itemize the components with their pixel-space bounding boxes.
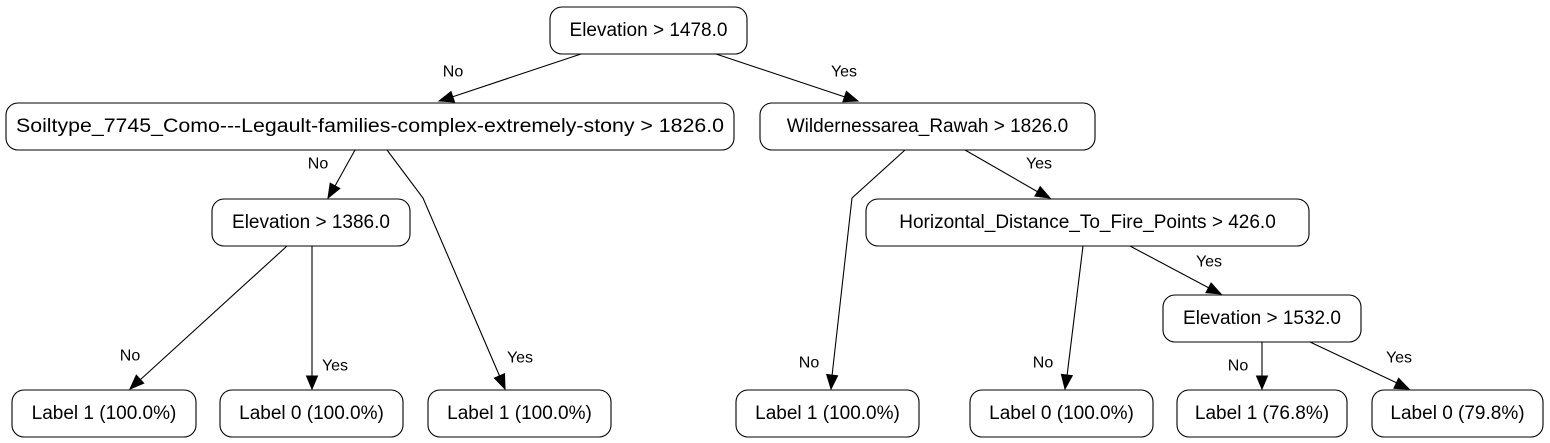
node-box (427, 389, 612, 438)
leaf-node: Label 1 (100.0%) (11, 389, 197, 438)
arrow-head (129, 374, 145, 390)
node-label: Label 1 (100.0%) (447, 403, 592, 424)
arrow-head (1060, 373, 1074, 391)
node-label: Label 0 (79.8%) (1390, 403, 1524, 424)
edge-label-soiltype-no: No (308, 156, 329, 173)
node-soiltype: Soiltype_7745_Como---Legault-families-co… (5, 102, 735, 151)
node-wilderness: Wildernessarea_Rawah > 1826.0 (759, 102, 1096, 151)
arrow-head (493, 373, 506, 391)
node-label: Label 1 (100.0%) (32, 403, 177, 424)
node-box (865, 198, 1310, 247)
node-label: Label 1 (76.8%) (1195, 403, 1329, 424)
node-label: Wildernessarea_Rawah > 1826.0 (787, 116, 1068, 137)
edge-label-elevation-1532-yes: Yes (1386, 350, 1412, 367)
arrow-head (305, 375, 319, 391)
tree-edges (129, 53, 1411, 391)
node-box (211, 198, 411, 247)
arrow-head (1034, 185, 1052, 199)
edge-labels: No Yes No Yes Yes No Yes Yes Yes No No N… (120, 64, 1412, 375)
node-elevation-1386: Elevation > 1386.0 (211, 198, 411, 247)
node-box (759, 102, 1096, 151)
leaf-node: Label 1 (100.0%) (427, 389, 612, 438)
arrow-head (1393, 377, 1411, 390)
edge-label-root-yes: Yes (831, 64, 857, 81)
arrow-head (826, 373, 839, 391)
node-label: Label 0 (100.0%) (239, 403, 384, 424)
leaf-node: Label 0 (100.0%) (219, 389, 404, 438)
edge-label-elevation-1532-no: No (1228, 358, 1249, 375)
node-label: Label 0 (100.0%) (989, 403, 1134, 424)
leaf-node: Label 1 (76.8%) (1176, 389, 1348, 438)
edge-soiltype-to-elevation-1386 (334, 149, 356, 187)
tree-nodes: Elevation > 1478.0 Soiltype_7745_Como---… (5, 6, 1544, 438)
edge-root-to-soiltype (451, 53, 582, 98)
leaf-node: Label 0 (100.0%) (969, 389, 1154, 438)
edge-label-wilderness-yes: Yes (1026, 156, 1052, 173)
arrow-head (327, 182, 341, 200)
node-elevation-1532: Elevation > 1532.0 (1162, 294, 1362, 343)
node-box (1162, 294, 1362, 343)
edge-root-to-wilderness (715, 53, 846, 98)
edge-label-wilderness-no: No (799, 355, 820, 372)
node-box (5, 102, 735, 151)
node-horizontal-distance: Horizontal_Distance_To_Fire_Points > 426… (865, 198, 1310, 247)
node-label: Elevation > 1386.0 (232, 212, 390, 233)
edge-label-horizontal-no: No (1033, 355, 1054, 372)
node-box (11, 389, 197, 438)
edge-horizontal-to-leaf-5 (1066, 245, 1084, 377)
node-label: Soiltype_7745_Como---Legault-families-co… (16, 116, 724, 137)
node-box (1371, 389, 1544, 438)
arrow-head (437, 90, 456, 103)
edge-wilderness-to-leaf-4 (831, 149, 906, 377)
node-label: Label 1 (100.0%) (755, 403, 900, 424)
edge-elevation-1386-to-leaf-1 (139, 245, 288, 381)
edge-label-elevation-1386-no: No (120, 348, 141, 365)
arrow-head (1255, 375, 1269, 391)
edge-soiltype-to-leaf-3 (386, 149, 501, 378)
arrow-head (1205, 282, 1223, 295)
node-box (549, 6, 748, 55)
node-label: Horizontal_Distance_To_Fire_Points > 426… (899, 212, 1276, 233)
node-box (219, 389, 404, 438)
edge-label-soiltype-yes: Yes (507, 350, 533, 367)
node-label: Elevation > 1478.0 (570, 20, 728, 41)
edge-label-horizontal-yes: Yes (1196, 254, 1222, 271)
node-label: Elevation > 1532.0 (1183, 308, 1341, 329)
edge-elevation-1532-to-leaf-7 (1309, 341, 1398, 384)
leaf-node: Label 1 (100.0%) (735, 389, 920, 438)
edge-horizontal-to-elevation-1532 (1129, 245, 1210, 289)
edge-wilderness-to-horizontal (964, 149, 1039, 193)
edge-label-elevation-1386-yes: Yes (322, 358, 348, 375)
node-box (969, 389, 1154, 438)
edge-label-root-no: No (443, 64, 464, 81)
node-root: Elevation > 1478.0 (549, 6, 748, 55)
leaf-node: Label 0 (79.8%) (1371, 389, 1544, 438)
node-box (735, 389, 920, 438)
node-box (1176, 389, 1348, 438)
arrow-head (842, 90, 860, 103)
